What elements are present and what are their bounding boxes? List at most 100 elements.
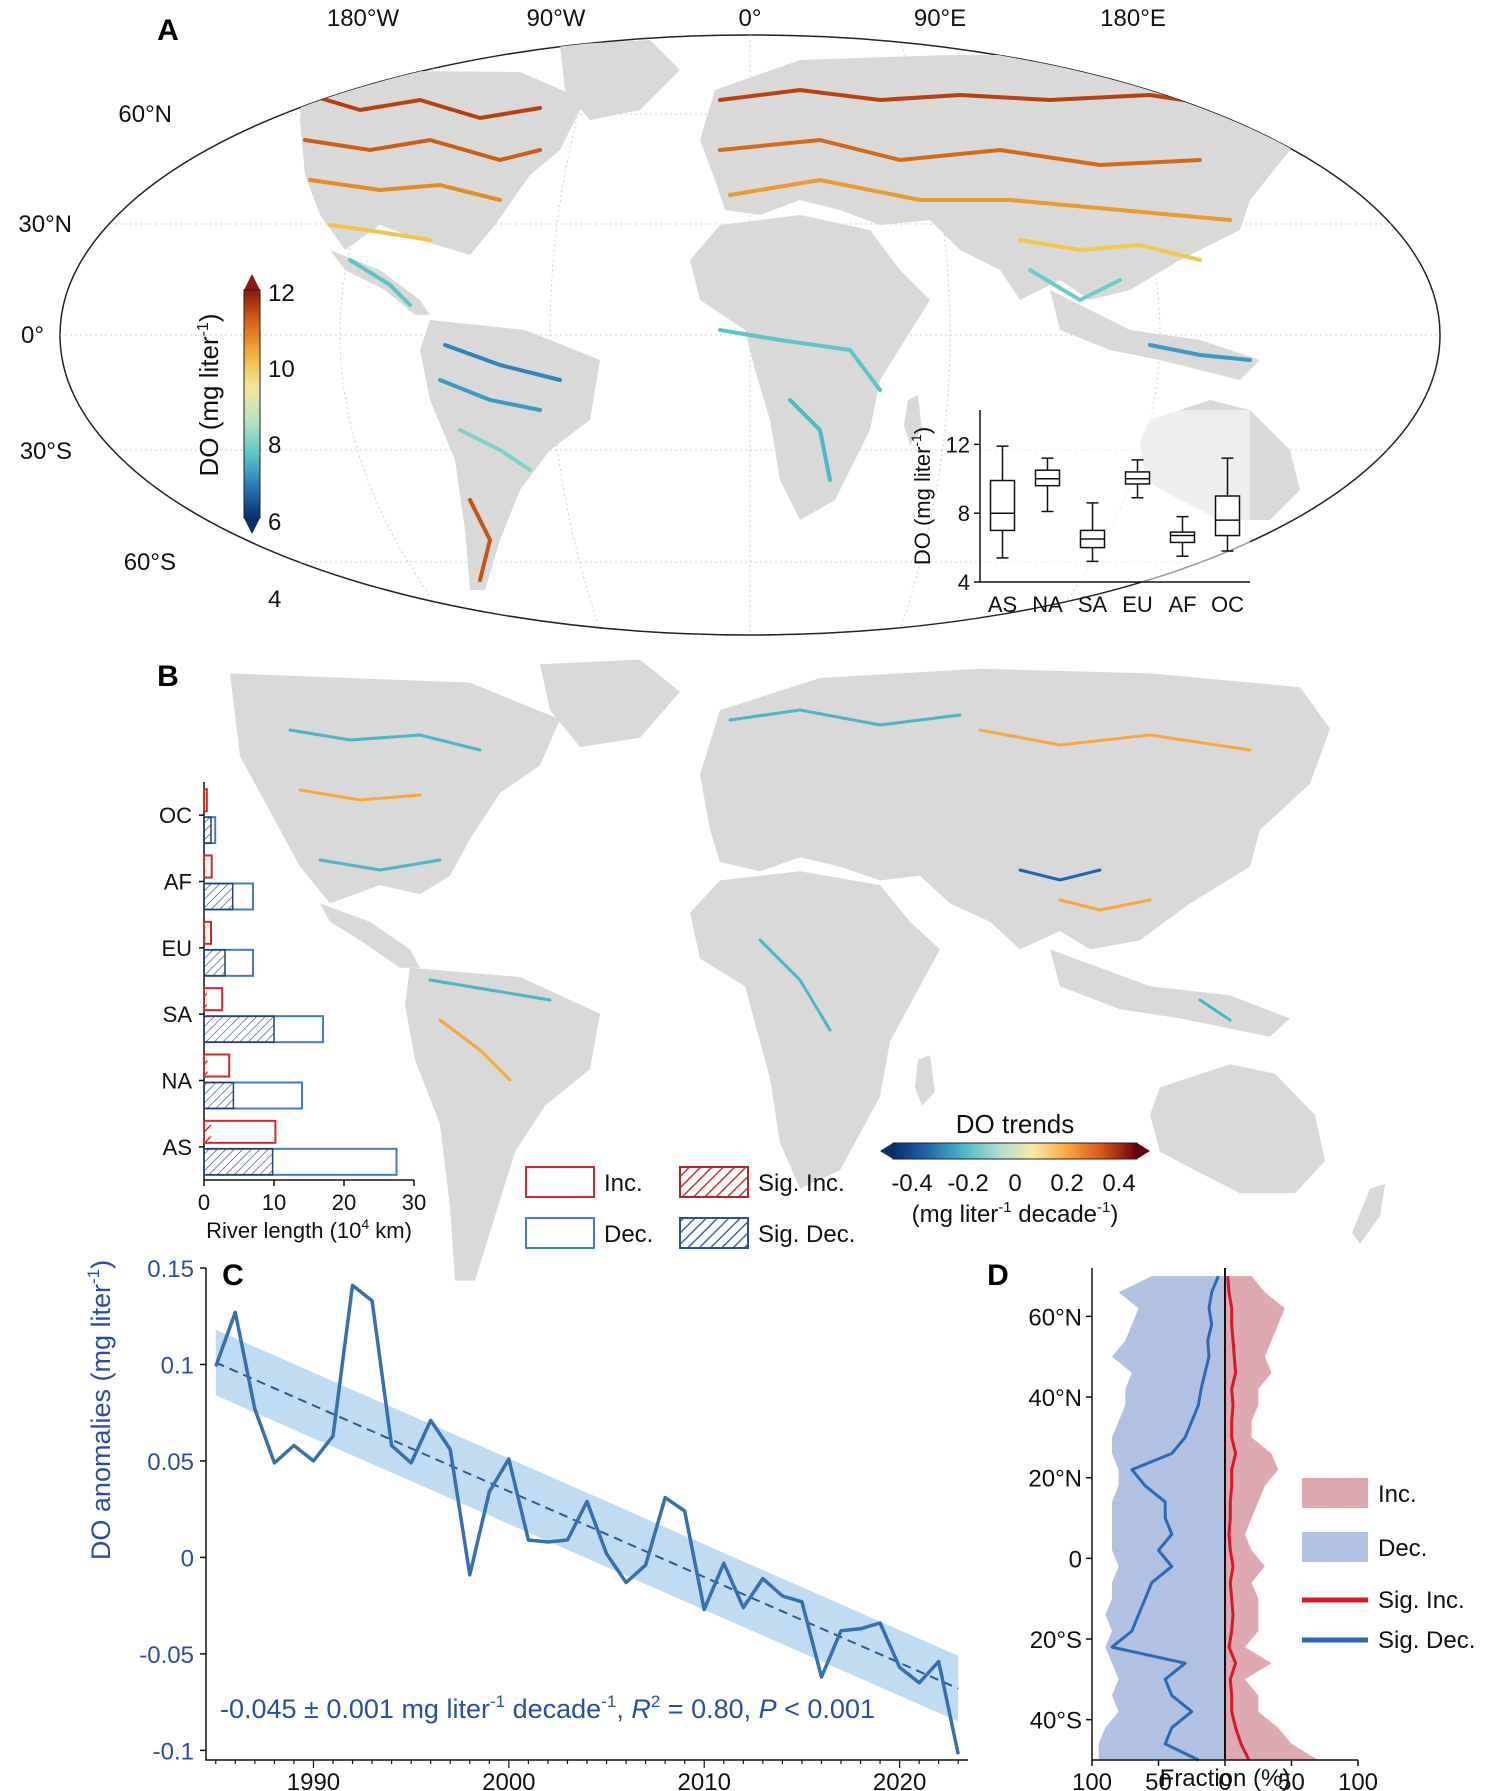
colorbar-b-right-arrow <box>1137 1143 1150 1159</box>
frac-inc-area <box>1225 1276 1319 1760</box>
bar-sig-dec <box>203 1081 235 1110</box>
lon-tick-90e: 90°E <box>914 5 966 32</box>
bar-sig-inc <box>204 988 207 1011</box>
lon-tick-180w: 180°W <box>327 5 400 32</box>
map-a-lon-ticks: 180°W 90°W 0° 90°E 180°E <box>327 5 1166 32</box>
lon-tick-180e: 180°E <box>1100 5 1166 32</box>
bar-sig-inc <box>204 921 206 944</box>
bar-sig-dec <box>203 816 212 844</box>
colorbar-b-tick-0: 0 <box>1008 1170 1021 1197</box>
legend-d-dec-swatch <box>1302 1532 1368 1562</box>
frac-ytick-label: 0 <box>1069 1546 1082 1573</box>
panel-c-plot: 0.15 0.1 0.05 0 -0.05 -0.1 1990 2000 2010 2020 <box>139 1256 968 1791</box>
bar-sig-inc <box>204 855 206 878</box>
frac-xtick-label: 100 <box>1338 1769 1378 1791</box>
colorbar-b-tick-02: 0.2 <box>1050 1170 1083 1197</box>
bar-category-label: EU <box>161 936 192 961</box>
land-africa <box>690 215 930 520</box>
panel-a: A <box>18 5 1441 636</box>
bar-sig-inc <box>204 1120 211 1143</box>
panel-c-annotation: -0.045 ± 0.001 mg liter-1 decade-1, R2 =… <box>220 1692 875 1724</box>
colorbar-b-unit: (mg liter-1 decade-1) <box>912 1199 1119 1228</box>
lat-tick-30s: 30°S <box>20 438 72 465</box>
map-a-rivers <box>303 87 1357 582</box>
line-chart-xtick-label: 1990 <box>287 1769 340 1791</box>
line-chart-ytick-label: 0 <box>181 1545 194 1572</box>
panel-d: D 60°N 40°N 20°N 0 20°S 40°S 100 50 0 50 100 Fracti… <box>987 1259 1475 1791</box>
legend-d-inc-label: Inc. <box>1378 1481 1417 1508</box>
bar-sig-dec <box>203 882 234 911</box>
colorbar-b-bar <box>892 1142 1138 1160</box>
legend-d-sig-dec-label: Sig. Dec. <box>1378 1627 1475 1654</box>
frac-xtick-label: 50 <box>1145 1769 1172 1791</box>
lat-tick-60n: 60°N <box>118 101 172 128</box>
line-chart-xtick-label: 2000 <box>482 1769 535 1791</box>
legend-b-dec-swatch <box>525 1217 595 1249</box>
box-category-label: EU <box>1122 592 1153 617</box>
colorbar-a-tick-4: 4 <box>268 586 281 613</box>
land-africa-b <box>690 871 940 1189</box>
bar-inc <box>203 1053 231 1078</box>
legend-d-sig-inc-label: Sig. Inc. <box>1378 1587 1465 1614</box>
box-inset-background <box>980 410 1250 582</box>
bar-category-label: AS <box>163 1135 192 1160</box>
box-inset-ytick-label: 4 <box>958 570 970 595</box>
frac-ytick-label: 20°S <box>1030 1627 1082 1654</box>
line-chart-xtick-label: 2010 <box>678 1769 731 1791</box>
colorbar-b-tick-neg02: -0.2 <box>947 1170 988 1197</box>
legend-d-inc-swatch <box>1302 1478 1368 1508</box>
frac-xtick-label: 0 <box>1218 1769 1231 1791</box>
legend-b-dec-label: Dec. <box>604 1221 653 1248</box>
box-category-label: NA <box>1032 592 1063 617</box>
trend-line <box>215 1361 959 1690</box>
colorbar-a: 12 10 8 6 4 DO (mg liter-1) <box>194 274 295 613</box>
land-europe-asia <box>700 55 1300 300</box>
land-new-zealand-b <box>1352 1184 1385 1244</box>
land-greenland <box>560 40 680 120</box>
panel-a-label: A <box>157 14 179 47</box>
colorbar-a-bar <box>243 289 261 519</box>
frac-dec-area <box>1098 1276 1225 1760</box>
colorbar-a-tick-12: 12 <box>268 280 295 307</box>
bar-xtick-label: 0 <box>198 1190 210 1215</box>
box-inset-ytick-label: 12 <box>946 432 970 457</box>
bar-sig-dec <box>203 1148 274 1176</box>
panel-c-ylabel: DO anomalies (mg liter-1) <box>84 1260 116 1560</box>
box-category-label: AS <box>988 592 1017 617</box>
frac-sig-inc-line <box>1226 1275 1251 1761</box>
box-category-label: AF <box>1168 592 1196 617</box>
bar-xtick-label: 10 <box>262 1190 286 1215</box>
frac-ytick-label: 20°N <box>1028 1466 1082 1493</box>
line-chart-axes <box>205 1268 968 1761</box>
panel-d-label: D <box>987 1259 1009 1292</box>
box-category-label: SA <box>1078 592 1108 617</box>
panel-c-label: C <box>222 1259 244 1292</box>
legend-b-sig-inc-swatch <box>679 1166 749 1198</box>
legend-b-sig-dec-label: Sig. Dec. <box>758 1221 855 1248</box>
bar-category-label: SA <box>163 1002 193 1027</box>
lat-tick-0: 0° <box>21 322 44 349</box>
land-north-america <box>300 70 585 255</box>
frac-xlabel: Fraction (%) <box>1160 1765 1291 1791</box>
colorbar-a-tick-10: 10 <box>268 356 295 383</box>
land-north-america-b <box>230 673 560 904</box>
line-chart-ytick-label: 0.1 <box>161 1352 194 1379</box>
legend-b-inc-label: Inc. <box>604 1170 643 1197</box>
line-chart-xtick-label: 2020 <box>873 1769 926 1791</box>
land-southeast-asia-b <box>1050 949 1290 1037</box>
bar-sig-dec <box>203 949 226 977</box>
box-inset-ytick-label: 8 <box>958 501 970 526</box>
colorbar-a-label: DO (mg liter-1) <box>194 313 224 476</box>
land-madagascar <box>904 395 922 445</box>
bar-sig-inc <box>204 789 205 812</box>
colorbar-a-tick-8: 8 <box>268 432 281 459</box>
land-south-america-b <box>405 967 600 1281</box>
colorbar-b-tick-04: 0.4 <box>1102 1170 1135 1197</box>
lon-tick-90w: 90°W <box>527 5 586 32</box>
frac-sig-dec-line <box>1110 1275 1220 1762</box>
bar-inset-xlabel: River length (104 km) <box>206 1216 412 1243</box>
lon-tick-0: 0° <box>739 5 762 32</box>
land-madagascar-b <box>915 1055 935 1106</box>
